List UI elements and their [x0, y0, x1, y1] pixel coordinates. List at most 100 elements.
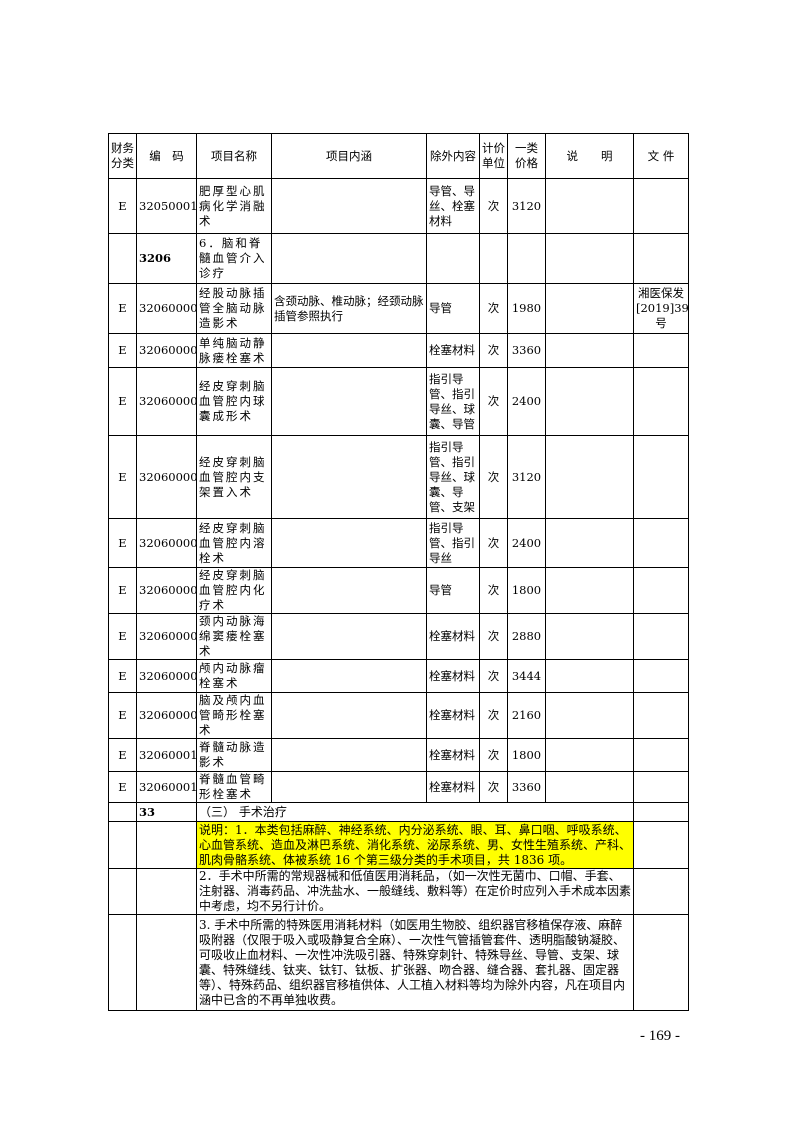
cell-cat: E: [108, 567, 137, 614]
cell-file: [633, 435, 689, 519]
cell-cat: E: [108, 613, 137, 660]
cell-content: [271, 233, 427, 284]
cell-content: [271, 692, 427, 739]
cell-cat: [108, 868, 137, 915]
cell-code: [136, 868, 197, 915]
cell-price: 1980: [507, 283, 546, 334]
cell-name: 经股动脉插管全脑动脉造影术: [196, 283, 272, 334]
cell-name: 经皮穿刺脑血管腔内支架置入术: [196, 435, 272, 519]
column-header: 项目名称: [196, 133, 272, 179]
cell-note: [545, 283, 634, 334]
cell-price: 3120: [507, 435, 546, 519]
cell-price: 3360: [507, 771, 546, 803]
cell-code: 320600003: [136, 367, 197, 436]
cell-file: [633, 333, 689, 368]
cell-excl: 栓塞材料: [426, 613, 480, 660]
cell-note: [545, 567, 634, 614]
cell-note: [545, 333, 634, 368]
cell-cat: E: [108, 333, 137, 368]
cell-unit: 次: [479, 518, 508, 568]
cell-unit: 次: [479, 333, 508, 368]
table-row: E320600004经皮穿刺脑血管腔内支架置入术 指引导管、指引导丝、球囊、导管、…: [108, 435, 689, 519]
cell-content: [271, 435, 427, 519]
cell-excl: 导管: [426, 567, 480, 614]
cell-content: [271, 333, 427, 368]
cell-price: 2400: [507, 367, 546, 436]
column-header: 说 明: [545, 133, 634, 179]
cell-note: [545, 518, 634, 568]
cell-price: 3360: [507, 333, 546, 368]
cell-code: [136, 914, 197, 1011]
cell-excl: 指引导管、指引导丝: [426, 518, 480, 568]
column-header: 项目内涵: [271, 133, 427, 179]
cell-unit: 次: [479, 613, 508, 660]
cell-content: [271, 771, 427, 803]
cell-cat: [108, 821, 137, 869]
table-body: E320500016肥厚型心肌病化学消融术导管、导丝、栓塞材料次31203206…: [108, 178, 689, 1011]
cell-note: [545, 435, 634, 519]
cell-price: 2160: [507, 692, 546, 739]
page-number: - 169 -: [640, 1028, 680, 1044]
cell-name: 经皮穿刺脑血管腔内溶栓术: [196, 518, 272, 568]
table-row: E320600001经股动脉插管全脑动脉造影术含颈动脉、椎动脉；经颈动脉插管参照…: [108, 283, 689, 334]
cell-note: [545, 692, 634, 739]
cell-file: [633, 233, 689, 284]
cell-content: [271, 567, 427, 614]
cell-unit: [479, 233, 508, 284]
cell-file: [633, 771, 689, 803]
cell-unit: 次: [479, 435, 508, 519]
price-table: 财务分类编 码项目名称 项目内涵 除外内容 计价单位 一类价格说 明文 件 E 32050…: [108, 133, 689, 1011]
cell-excl: 栓塞材料: [426, 333, 480, 368]
cell-code: 3206: [136, 233, 197, 284]
header-row: 财务分类编 码项目名称 项目内涵 除外内容 计价单位 一类价格说 明文 件: [108, 133, 689, 179]
cell-code: 320600008: [136, 659, 197, 693]
cell-note: [545, 659, 634, 693]
cell-unit: 次: [479, 771, 508, 803]
cell-file: [633, 802, 689, 822]
cell-cat: E: [108, 367, 137, 436]
cell-code: 33: [136, 802, 197, 822]
column-header: 财务分类: [108, 133, 137, 179]
column-header: 文 件: [633, 133, 689, 179]
cell-file: [633, 738, 689, 772]
cell-price: 1800: [507, 567, 546, 614]
cell-unit: 次: [479, 567, 508, 614]
cell-content: [271, 738, 427, 772]
merged-text-cell: 说明：1．本类包括麻醉、神经系统、内分泌系统、眼、耳、鼻口咽、呼吸系统、心血管系…: [196, 821, 634, 869]
cell-file: [633, 613, 689, 660]
cell-price: 1800: [507, 738, 546, 772]
cell-file: 湘医保发[2019]39号: [633, 283, 689, 334]
cell-unit: 次: [479, 283, 508, 334]
cell-price: 3444: [507, 659, 546, 693]
cell-name: 6．脑和脊髓血管介入诊疗: [196, 233, 272, 284]
cell-cat: E: [108, 771, 137, 803]
cell-excl: 栓塞材料: [426, 692, 480, 739]
cell-name: 单纯脑动静脉瘘栓塞术: [196, 333, 272, 368]
cell-file: [633, 692, 689, 739]
cell-code: 320600011: [136, 771, 197, 803]
cell-code: 320600001: [136, 283, 197, 334]
cell-content: [271, 613, 427, 660]
cell-content: [271, 659, 427, 693]
note-row: 2．手术中所需的常规器械和低值医用消耗品，（如一次性无菌巾、口帽、手套、注射器、…: [108, 868, 689, 915]
cell-cat: E: [108, 283, 137, 334]
cell-cat: E: [108, 178, 137, 234]
cell-code: 320600002: [136, 333, 197, 368]
cell-cat: [108, 802, 137, 822]
cell-file: [633, 518, 689, 568]
cell-unit: 次: [479, 692, 508, 739]
column-header: 一类价格: [507, 133, 546, 179]
cell-cat: E: [108, 659, 137, 693]
merged-text-cell: 3. 手术中所需的特殊医用消耗材料（如医用生物胶、组织器官移植保存液、麻醉吸附器…: [196, 914, 634, 1011]
cell-content: [271, 518, 427, 568]
table-row: 3206 6．脑和脊髓血管介入诊疗: [108, 233, 689, 284]
cell-unit: 次: [479, 738, 508, 772]
